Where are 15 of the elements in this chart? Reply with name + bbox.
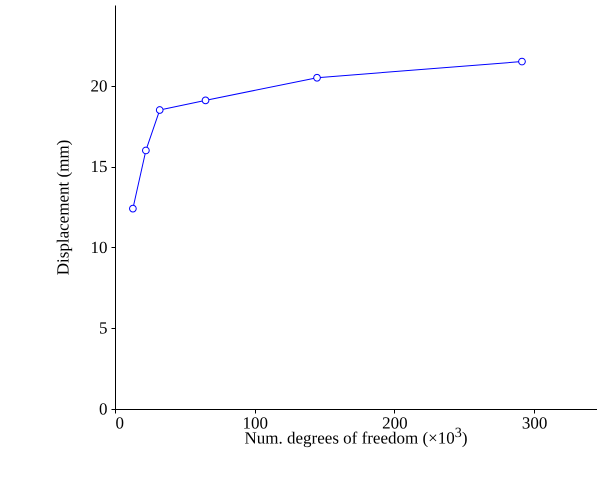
x-tick-label: 200 — [382, 414, 408, 432]
point — [202, 96, 210, 104]
y-axis-title: Displacement (mm) — [54, 140, 72, 276]
y-tick-label: 5 — [99, 318, 108, 338]
y-tick-label: 10 — [90, 238, 108, 257]
point — [518, 58, 526, 66]
y-tick-label: 0 — [99, 400, 108, 418]
x-tick-label: 300 — [522, 414, 548, 432]
point — [156, 106, 164, 114]
point — [142, 146, 150, 154]
y-tick-label: 20 — [90, 76, 108, 96]
y-tick-label: 15 — [90, 157, 108, 176]
point — [129, 204, 137, 212]
x-tick-label: 0 — [116, 414, 124, 432]
point — [313, 74, 321, 82]
